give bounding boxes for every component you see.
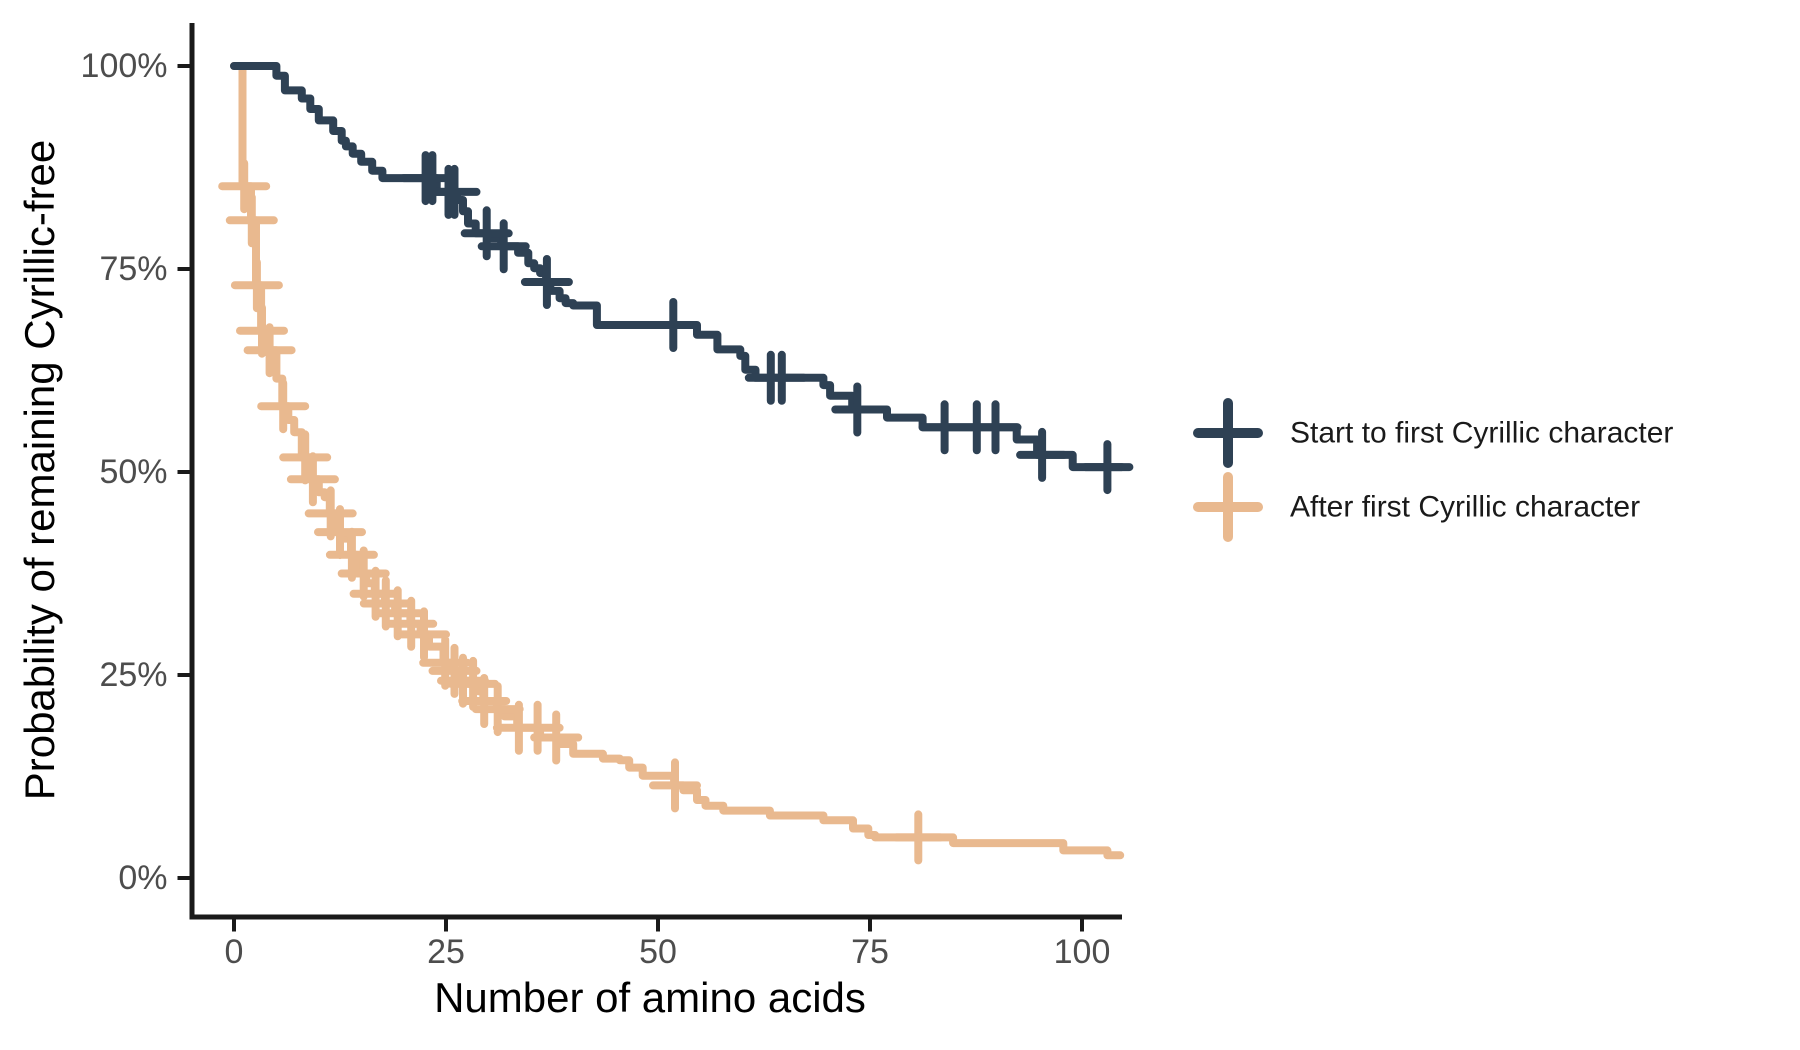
y-axis-title: Probability of remaining Cyrillic-free [16,140,63,801]
censor-marks-1 [218,159,945,865]
y-tick-label: 75% [99,250,167,288]
x-tick-label: 0 [225,933,244,971]
survival-curve-1 [230,62,1125,860]
y-tick-label: 25% [99,656,167,694]
y-tick-label: 50% [99,453,167,491]
x-tick-label: 75 [851,933,889,971]
x-tick-label: 25 [427,933,465,971]
legend-item-label: After first Cyrillic character [1290,491,1640,524]
axes-layer: 0 25 50 75 100 0% 25% 50% 75% 100% [81,23,1122,971]
legend-item-after: After first Cyrillic character [1193,472,1640,542]
x-tick-label: 50 [639,933,677,971]
series-layer [218,62,1134,865]
y-tick-label: 100% [81,47,168,85]
censor-marks-0 [399,151,1134,495]
plus-marker-icon [1193,398,1263,468]
legend: Start to first Cyrillic character After … [1193,398,1673,542]
plus-marker-icon [1193,472,1263,542]
y-tick-label: 0% [118,859,167,897]
x-tick-label: 100 [1054,933,1111,971]
survival-curve-0 [230,62,1126,472]
x-axis-title: Number of amino acids [434,974,866,1021]
legend-item-label: Start to first Cyrillic character [1290,417,1673,450]
legend-item-start: Start to first Cyrillic character [1193,398,1673,468]
